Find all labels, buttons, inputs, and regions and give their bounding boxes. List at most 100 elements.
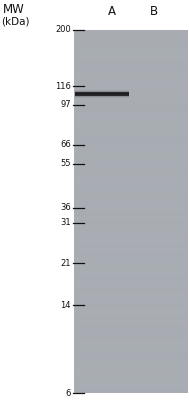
- Text: B: B: [150, 5, 158, 18]
- Bar: [74, 193, 188, 198]
- Bar: [74, 148, 188, 152]
- Bar: [74, 247, 188, 252]
- Bar: [74, 75, 188, 80]
- Bar: [74, 175, 188, 180]
- Bar: [74, 288, 188, 293]
- Bar: [75, 91, 129, 93]
- Bar: [74, 197, 188, 202]
- Bar: [74, 34, 188, 39]
- Bar: [74, 107, 188, 112]
- Bar: [74, 61, 188, 66]
- Bar: [74, 293, 188, 298]
- Bar: [74, 216, 188, 220]
- Bar: [74, 270, 188, 275]
- Bar: [74, 342, 188, 348]
- Bar: [74, 361, 188, 366]
- Bar: [74, 324, 188, 330]
- Bar: [74, 98, 188, 103]
- Text: 200: 200: [55, 26, 71, 34]
- Text: 66: 66: [60, 140, 71, 149]
- Bar: [74, 243, 188, 248]
- Bar: [74, 206, 188, 212]
- Bar: [74, 57, 188, 62]
- Bar: [74, 125, 188, 130]
- Bar: [74, 170, 188, 175]
- Bar: [74, 111, 188, 116]
- Bar: [74, 374, 188, 379]
- Text: (kDa): (kDa): [1, 16, 29, 26]
- Bar: [74, 70, 188, 75]
- Bar: [75, 96, 129, 98]
- Bar: [74, 329, 188, 334]
- Bar: [74, 279, 188, 284]
- Bar: [74, 93, 188, 98]
- Bar: [74, 384, 188, 388]
- Bar: [74, 320, 188, 325]
- Bar: [74, 306, 188, 311]
- Bar: [74, 252, 188, 257]
- Bar: [74, 370, 188, 375]
- Bar: [74, 347, 188, 352]
- Bar: [74, 179, 188, 184]
- Bar: [74, 88, 188, 94]
- Bar: [74, 356, 188, 361]
- Bar: [74, 30, 188, 34]
- Text: 14: 14: [60, 301, 71, 310]
- Bar: [75, 90, 129, 92]
- Text: 55: 55: [60, 159, 71, 168]
- Bar: [74, 138, 188, 144]
- Bar: [74, 256, 188, 262]
- Bar: [74, 225, 188, 230]
- Bar: [74, 156, 188, 162]
- Bar: [74, 261, 188, 266]
- Bar: [74, 84, 188, 89]
- Bar: [74, 66, 188, 71]
- Text: 36: 36: [60, 203, 71, 212]
- Bar: [74, 38, 188, 44]
- Bar: [74, 388, 188, 393]
- Text: MW: MW: [3, 3, 25, 16]
- Bar: [74, 211, 188, 216]
- Bar: [74, 166, 188, 171]
- Bar: [75, 94, 129, 96]
- Bar: [74, 152, 188, 157]
- Bar: [74, 116, 188, 121]
- Bar: [74, 161, 188, 166]
- Bar: [74, 229, 188, 234]
- Bar: [74, 238, 188, 243]
- Text: 6: 6: [66, 388, 71, 398]
- Bar: [74, 338, 188, 343]
- Bar: [74, 48, 188, 53]
- Bar: [74, 220, 188, 225]
- Bar: [75, 92, 129, 94]
- Bar: [74, 43, 188, 48]
- Bar: [74, 202, 188, 207]
- Bar: [74, 297, 188, 302]
- Bar: [74, 266, 188, 270]
- Bar: [74, 284, 188, 289]
- Bar: [74, 102, 188, 107]
- Bar: [74, 143, 188, 148]
- Bar: [74, 352, 188, 357]
- Bar: [74, 129, 188, 134]
- Bar: [74, 120, 188, 125]
- Bar: [75, 93, 129, 95]
- Text: 97: 97: [60, 100, 71, 110]
- Bar: [74, 379, 188, 384]
- Bar: [75, 95, 129, 97]
- Bar: [74, 52, 188, 57]
- Text: 116: 116: [55, 82, 71, 91]
- Bar: [74, 134, 188, 139]
- Bar: [74, 30, 188, 393]
- Bar: [74, 234, 188, 239]
- Bar: [74, 302, 188, 307]
- Bar: [74, 184, 188, 189]
- Text: 31: 31: [60, 218, 71, 228]
- Bar: [74, 315, 188, 320]
- Bar: [74, 274, 188, 280]
- Bar: [74, 365, 188, 370]
- Bar: [75, 92, 129, 96]
- Bar: [74, 334, 188, 338]
- Bar: [74, 188, 188, 193]
- Text: 21: 21: [60, 259, 71, 268]
